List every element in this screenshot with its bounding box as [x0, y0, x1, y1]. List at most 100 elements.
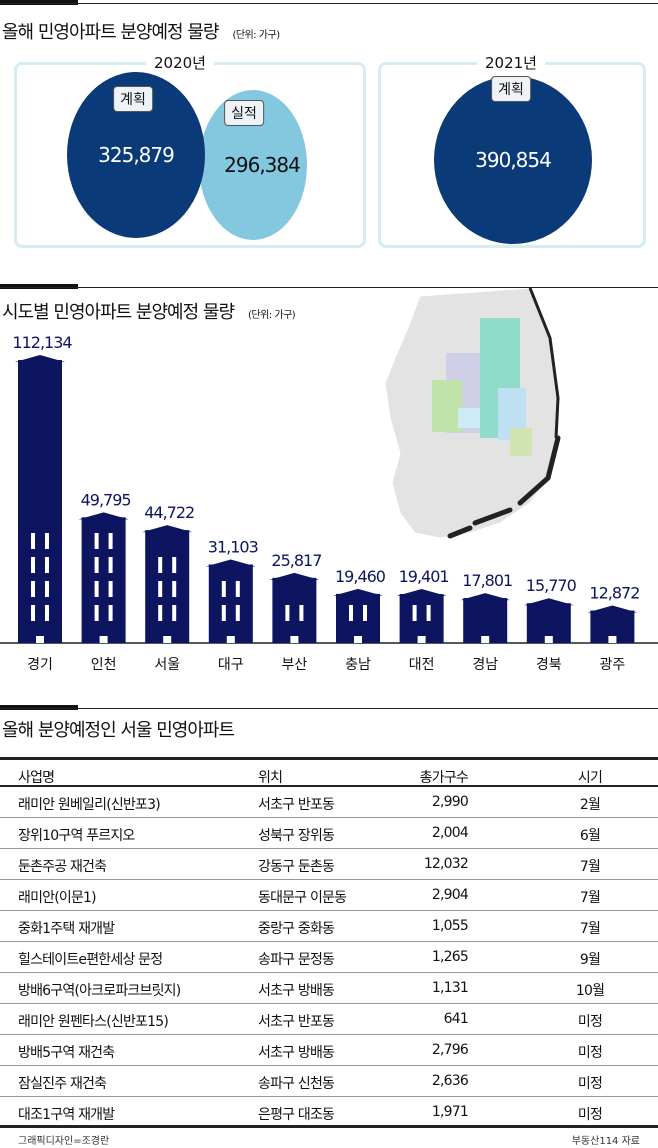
section1-title: 올해 민영아파트 분양예정 물량 (단위: 가구)	[2, 18, 280, 44]
cell-units: 1,265	[431, 949, 469, 965]
divider	[0, 708, 658, 709]
section3-title: 올해 분양예정인 서울 민영아파트	[2, 720, 235, 741]
cell-units: 2,636	[431, 1073, 469, 1089]
value-label: 44,722	[144, 503, 194, 522]
value-label: 31,103	[208, 538, 258, 557]
bar-building	[523, 598, 574, 643]
cell-units: 2,904	[431, 887, 469, 903]
header-units: 총가구수	[419, 770, 469, 786]
cell-timing: 9월	[579, 952, 601, 968]
cell-timing: 7월	[579, 859, 601, 875]
cell-timing: 10월	[575, 983, 605, 999]
cell-timing: 7월	[579, 890, 601, 906]
cell-name: 둔촌주공 재건축	[18, 859, 107, 875]
cell-timing: 6월	[579, 828, 601, 844]
cell-location: 동대문구 이문동	[258, 890, 347, 906]
cell-timing: 미정	[577, 1076, 603, 1092]
section-tab	[0, 0, 78, 5]
table-row: 래미안 원펜타스(신반포15) 서초구 반포동 641 미정	[0, 1004, 658, 1035]
value-label: 112,134	[12, 333, 72, 352]
cell-units: 12,032	[423, 856, 469, 872]
cell-name: 방배5구역 재건축	[18, 1045, 115, 1061]
bar-building	[269, 572, 320, 643]
bar-building	[396, 589, 447, 643]
value-label: 19,401	[399, 567, 449, 586]
plan-circle-2021: 390,854	[434, 76, 592, 244]
title-text: 시도별 민영아파트 분양예정 물량	[2, 302, 235, 323]
cell-units: 641	[443, 1011, 469, 1027]
cell-location: 성북구 장위동	[258, 828, 335, 844]
cell-location: 중랑구 중화동	[258, 921, 335, 937]
header-timing: 시기	[577, 770, 603, 786]
cell-units: 2,004	[431, 825, 469, 841]
table-row: 대조1구역 재개발 은평구 대조동 1,971 미정	[0, 1097, 658, 1128]
seoul-apartment-table: 사업명 위치 총가구수 시기 래미안 원베일리(신반포3) 서초구 반포동 2,99…	[0, 757, 658, 1128]
plan-value-2020: 325,879	[98, 143, 175, 167]
table-row: 힐스테이트e편한세상 문정 송파구 문정동 1,265 9월	[0, 942, 658, 973]
value-label: 49,795	[81, 490, 131, 509]
table-row: 중화1주택 재개발 중랑구 중화동 1,055 7월	[0, 911, 658, 942]
table-header: 사업명 위치 총가구수 시기	[0, 757, 658, 787]
cell-units: 1,055	[431, 918, 469, 934]
cell-name: 방배6구역(아크로파크브릿지)	[18, 983, 181, 999]
value-label: 15,770	[526, 576, 577, 595]
cell-name: 중화1주택 재개발	[18, 921, 115, 937]
table-row: 래미안(이문1) 동대문구 이문동 2,904 7월	[0, 880, 658, 911]
cell-timing: 미정	[577, 1014, 603, 1030]
plan-value-2021: 390,854	[475, 148, 552, 172]
plan-tag-2020: 계획	[113, 86, 153, 112]
header-name: 사업명	[18, 770, 55, 786]
section2-title: 시도별 민영아파트 분양예정 물량 (단위: 가구)	[2, 298, 296, 324]
korea-map-illustration	[384, 288, 561, 539]
table-row: 장위10구역 푸르지오 성북구 장위동 2,004 6월	[0, 818, 658, 849]
cell-name: 래미안 원펜타스(신반포15)	[18, 1014, 169, 1030]
bar-building	[78, 512, 129, 643]
value-label: 19,460	[335, 567, 386, 586]
actual-value-2020: 296,384	[224, 153, 301, 177]
cell-location: 서초구 방배동	[258, 983, 335, 999]
bar-building	[587, 605, 638, 643]
bar-building	[205, 559, 256, 643]
cell-name: 힐스테이트e편한세상 문정	[18, 952, 163, 968]
value-label: 25,817	[271, 551, 321, 570]
section-tab	[0, 284, 78, 289]
category-label: 서울	[154, 657, 180, 673]
actual-tag-2020: 실적	[224, 100, 264, 126]
category-label: 충남	[345, 657, 371, 673]
title-text: 올해 민영아파트 분양예정 물량	[2, 22, 219, 43]
bar-building	[142, 525, 193, 643]
cell-location: 서초구 방배동	[258, 1045, 335, 1061]
cell-units: 2,990	[431, 794, 469, 810]
cell-name: 잠실진주 재건축	[18, 1076, 107, 1092]
year-2021: 2021년	[477, 52, 545, 73]
cell-name: 래미안(이문1)	[18, 890, 97, 906]
cell-location: 서초구 반포동	[258, 1014, 335, 1030]
plan-circle-2020: 296,384	[199, 90, 307, 240]
value-label: 12,872	[589, 584, 639, 603]
header-location: 위치	[258, 770, 283, 786]
unit-label: (단위: 가구)	[248, 310, 296, 321]
table-row: 래미안 원베일리(신반포3) 서초구 반포동 2,990 2월	[0, 787, 658, 818]
cell-name: 장위10구역 푸르지오	[18, 828, 135, 844]
category-label: 대구	[218, 657, 244, 673]
cell-name: 래미안 원베일리(신반포3)	[18, 797, 161, 813]
category-label: 경남	[472, 657, 498, 673]
cell-units: 1,971	[431, 1104, 469, 1120]
source-note: 부동산114 자료	[571, 1136, 640, 1147]
cell-timing: 미정	[577, 1107, 603, 1123]
bar-building	[15, 355, 65, 643]
divider	[0, 287, 658, 288]
cell-units: 1,131	[431, 980, 469, 996]
cell-units: 2,796	[431, 1042, 469, 1058]
category-label: 인천	[91, 657, 117, 673]
cell-location: 송파구 신천동	[258, 1076, 335, 1092]
table-row: 잠실진주 재건축 송파구 신천동 2,636 미정	[0, 1066, 658, 1097]
table-row: 방배6구역(아크로파크브릿지) 서초구 방배동 1,131 10월	[0, 973, 658, 1004]
year-2020: 2020년	[146, 52, 214, 73]
cell-timing: 미정	[577, 1045, 603, 1061]
cell-location: 송파구 문정동	[258, 952, 335, 968]
value-label: 17,801	[462, 571, 512, 590]
category-label: 부산	[282, 657, 308, 673]
category-label: 경북	[536, 657, 562, 673]
bar-building	[333, 588, 383, 643]
